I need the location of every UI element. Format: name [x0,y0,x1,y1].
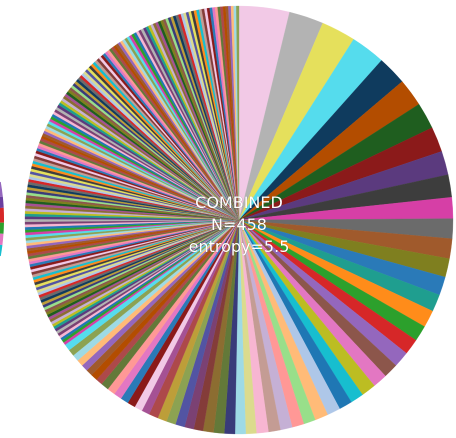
pie-slice [236,5,240,221]
left-pie-slice [0,181,3,197]
left-pie-partial [0,181,5,257]
left-pie-slice [0,196,4,208]
center-label-line-3: entropy=5.5 [189,237,290,256]
center-label-line-2: N=458 [211,215,267,234]
pie-slices [24,5,454,435]
left-pie-slice [0,244,3,257]
center-label-line-1: COMBINED [195,193,283,212]
left-pie-slice [0,207,5,223]
left-pie-slice [0,222,4,234]
pie-center-label: COMBINED N=458 entropy=5.5 [188,193,290,257]
left-pie-slice [0,233,4,246]
